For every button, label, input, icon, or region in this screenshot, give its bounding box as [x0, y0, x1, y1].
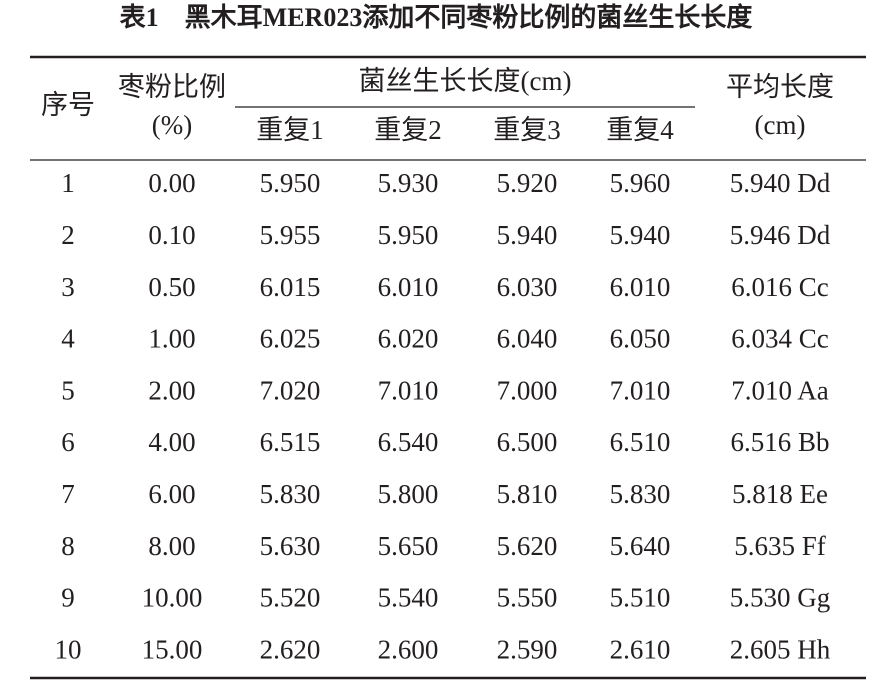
table-cell: 6.025	[260, 324, 321, 354]
table-cell: 5.930	[378, 168, 439, 198]
table-cell: 7.000	[497, 375, 558, 405]
table-cell: 6.515	[260, 427, 321, 457]
table-cell: 5.960	[610, 168, 671, 198]
header-group: 菌丝生长长度(cm)	[359, 66, 572, 96]
table-cell: 6.015	[260, 272, 321, 302]
table-cell: 4.00	[148, 427, 195, 457]
table-cell: 6.010	[378, 272, 439, 302]
table-title: 表1 黑木耳MER023添加不同枣粉比例的菌丝生长长度	[120, 2, 753, 32]
table-cell: 5.830	[610, 479, 671, 509]
table-cell: 7	[61, 479, 75, 509]
header-ratio: 枣粉比例	[118, 72, 226, 102]
table-cell: 0.50	[148, 272, 195, 302]
table-cell: 5.810	[497, 479, 558, 509]
table-cell: 2.605 Hh	[730, 634, 831, 664]
table-cell: 5.550	[497, 583, 558, 613]
table-cell: 5.800	[378, 479, 439, 509]
table-cell: 7.010	[378, 375, 439, 405]
table-cell: 5.940	[497, 220, 558, 250]
table-cell: 5.946 Dd	[730, 220, 831, 250]
table-cell: 2.600	[378, 634, 439, 664]
header-replicate: 重复4	[606, 115, 674, 145]
table-cell: 4	[61, 324, 75, 354]
table-cell: 6.050	[610, 324, 671, 354]
header-mean-unit: (cm)	[755, 110, 806, 140]
table-cell: 5.955	[260, 220, 321, 250]
table-cell: 0.10	[148, 220, 195, 250]
table-cell: 5.818 Ee	[732, 479, 828, 509]
table-cell: 5.920	[497, 168, 558, 198]
table-cell: 15.00	[142, 634, 203, 664]
table-cell: 5.620	[497, 531, 558, 561]
table-cell: 0.00	[148, 168, 195, 198]
table-cell: 6.010	[610, 272, 671, 302]
table-cell: 2.590	[497, 634, 558, 664]
table-cell: 5.650	[378, 531, 439, 561]
table-cell: 8	[61, 531, 75, 561]
table-cell: 5.630	[260, 531, 321, 561]
table-cell: 2	[61, 220, 75, 250]
table-cell: 1	[61, 168, 75, 198]
table-cell: 10.00	[142, 583, 203, 613]
table-cell: 5	[61, 375, 75, 405]
table-cell: 5.635 Ff	[734, 531, 826, 561]
table-cell: 6.016 Cc	[731, 272, 829, 302]
table-cell: 6.030	[497, 272, 558, 302]
table-cell: 6.510	[610, 427, 671, 457]
table-cell: 6	[61, 427, 75, 457]
table-cell: 7.010 Aa	[731, 375, 829, 405]
table-cell: 7.020	[260, 375, 321, 405]
table-cell: 2.00	[148, 375, 195, 405]
header-replicate: 重复3	[493, 115, 561, 145]
table-cell: 8.00	[148, 531, 195, 561]
table-cell: 6.500	[497, 427, 558, 457]
table-cell: 9	[61, 583, 75, 613]
table-cell: 3	[61, 272, 75, 302]
table-cell: 5.940 Dd	[730, 168, 831, 198]
header-replicate: 重复2	[374, 115, 442, 145]
table-cell: 10	[55, 634, 82, 664]
table-cell: 5.510	[610, 583, 671, 613]
table-cell: 5.520	[260, 583, 321, 613]
table-cell: 6.00	[148, 479, 195, 509]
table-cell: 5.540	[378, 583, 439, 613]
table-cell: 5.950	[378, 220, 439, 250]
header-ratio-unit: (%)	[152, 110, 192, 140]
table-cell: 6.034 Cc	[731, 324, 829, 354]
table-cell: 5.940	[610, 220, 671, 250]
table-cell: 5.830	[260, 479, 321, 509]
table-cell: 1.00	[148, 324, 195, 354]
table-cell: 5.640	[610, 531, 671, 561]
header-replicate: 重复1	[256, 115, 324, 145]
table-cell: 5.950	[260, 168, 321, 198]
table-cell: 7.010	[610, 375, 671, 405]
header-index: 序号	[41, 90, 95, 120]
table-cell: 6.516 Bb	[730, 427, 829, 457]
table-cell: 2.610	[610, 634, 671, 664]
table-cell: 6.540	[378, 427, 439, 457]
header-mean: 平均长度	[726, 72, 834, 102]
table-cell: 5.530 Gg	[730, 583, 831, 613]
table-cell: 2.620	[260, 634, 321, 664]
table-cell: 6.020	[378, 324, 439, 354]
table-cell: 6.040	[497, 324, 558, 354]
